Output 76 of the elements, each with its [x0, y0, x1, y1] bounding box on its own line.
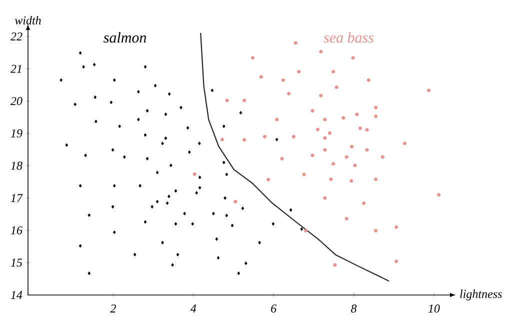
y-tick-label: 18 [10, 162, 22, 170]
point [225, 98, 229, 102]
point [323, 148, 327, 152]
point [292, 134, 296, 138]
point [350, 179, 354, 183]
point [310, 154, 314, 158]
point [323, 196, 327, 200]
point [266, 178, 270, 182]
x-tick-label: 6 [271, 304, 277, 313]
y-tick-label: 15 [10, 258, 22, 267]
point [259, 75, 263, 79]
point [332, 162, 336, 166]
y-tick-label: 19 [10, 129, 22, 138]
y-tick-label: 20 [10, 97, 22, 106]
point [250, 56, 255, 60]
x-tick-label: 10 [428, 304, 440, 313]
point [302, 172, 306, 176]
point [374, 228, 378, 232]
point [436, 193, 441, 197]
point [192, 172, 196, 176]
point [334, 85, 338, 89]
point [402, 142, 406, 146]
point [319, 50, 323, 54]
point [294, 41, 298, 45]
point [358, 126, 362, 130]
y-axis-title: width [14, 16, 41, 24]
y-tick-label: 14 [10, 291, 22, 299]
point [304, 228, 308, 232]
x-tick-label: 8 [351, 304, 357, 313]
point [316, 128, 320, 132]
series-label: salmon [104, 32, 146, 43]
point [351, 56, 355, 60]
point [344, 155, 348, 159]
point [365, 148, 369, 152]
point [220, 138, 224, 142]
point [242, 138, 246, 142]
y-tick-label: 17 [10, 194, 23, 202]
x-tick-label: 4 [190, 304, 196, 312]
point [374, 114, 378, 118]
point [333, 263, 337, 267]
point [242, 98, 246, 102]
point [297, 70, 301, 74]
point [380, 155, 384, 159]
point [329, 177, 333, 182]
point [394, 260, 398, 264]
y-tick-label: 21 [10, 64, 22, 73]
point [374, 106, 378, 110]
point [319, 94, 323, 98]
point [365, 128, 369, 132]
point [287, 92, 291, 96]
point [234, 200, 238, 204]
point [323, 118, 327, 122]
point [355, 112, 359, 116]
y-tick-label: 22 [10, 32, 22, 40]
point [262, 134, 267, 138]
point [350, 144, 354, 148]
series-label: sea bass [324, 32, 374, 43]
point [281, 78, 285, 82]
point [342, 116, 346, 120]
point [374, 177, 378, 182]
point [426, 88, 431, 92]
point [353, 164, 357, 168]
point [344, 216, 348, 221]
point [310, 108, 314, 113]
y-tick-label: 16 [10, 226, 22, 234]
point [366, 78, 370, 82]
point [280, 156, 284, 160]
line-series [200, 32, 390, 282]
x-axis-title: lightness [460, 290, 502, 300]
point [394, 225, 398, 229]
point [323, 136, 327, 140]
point [274, 118, 279, 122]
point [328, 131, 332, 135]
x-tick-label: 2 [110, 304, 116, 312]
point [362, 201, 366, 206]
point [332, 70, 336, 74]
